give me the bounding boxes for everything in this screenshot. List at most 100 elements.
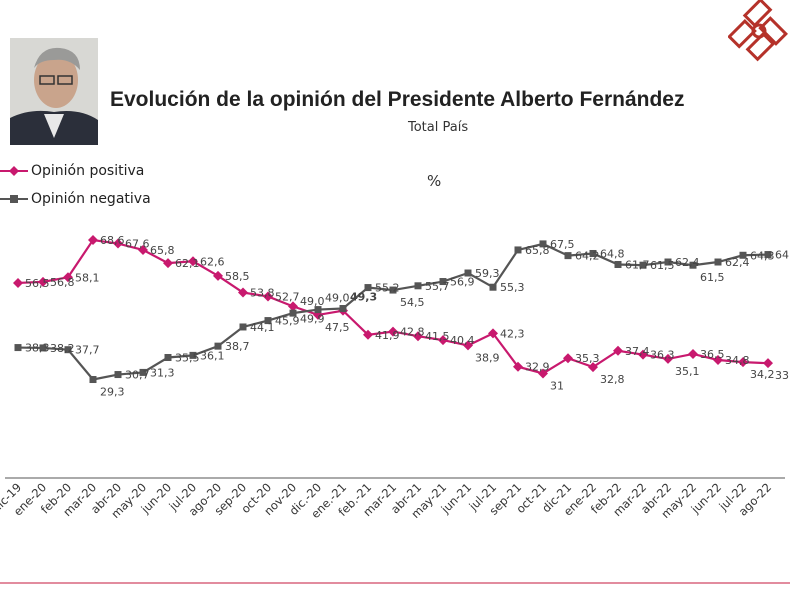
data-label-negative: 64 xyxy=(775,249,789,262)
x-tick-label: oct-21 xyxy=(513,480,549,516)
data-point-positive xyxy=(138,244,148,255)
data-label-positive: 56,8 xyxy=(50,276,75,289)
data-point-negative xyxy=(64,346,72,354)
data-label-negative: 56,9 xyxy=(450,276,475,289)
data-label-positive: 41,5 xyxy=(425,330,450,343)
data-point-positive xyxy=(663,353,673,364)
data-point-negative xyxy=(539,240,547,248)
legend-item-negative: Opinión negativa xyxy=(0,191,151,207)
data-point-positive xyxy=(338,305,348,316)
data-point-positive xyxy=(438,335,448,346)
data-label-positive: 41,9 xyxy=(375,329,400,342)
data-label-positive: 40,4 xyxy=(450,334,475,347)
data-label-positive: 32,9 xyxy=(525,361,550,374)
x-tick-label: feb-22 xyxy=(588,480,624,516)
chart-title: Evolución de la opinión del Presidente A… xyxy=(110,88,685,111)
data-point-negative xyxy=(39,344,47,352)
legend-negative-label: Opinión negativa xyxy=(31,191,151,207)
data-label-positive: 42,3 xyxy=(500,327,525,340)
data-point-negative xyxy=(639,261,647,269)
data-point-positive xyxy=(113,238,123,249)
legend-positive-marker-icon xyxy=(0,166,28,176)
data-point-negative xyxy=(189,351,197,359)
data-point-negative xyxy=(239,323,247,331)
data-point-negative xyxy=(339,305,347,313)
x-tick-label: jul-22 xyxy=(716,480,750,514)
data-label-negative: 59,3 xyxy=(475,267,500,280)
data-label-positive: 38,9 xyxy=(475,351,500,364)
data-label-negative: 36,1 xyxy=(200,349,225,362)
x-tick-label: may-21 xyxy=(408,480,449,521)
data-point-positive xyxy=(88,235,98,245)
x-tick-label: jun-20 xyxy=(138,480,174,516)
data-point-negative xyxy=(314,306,322,314)
data-label-positive: 58,5 xyxy=(225,270,250,283)
data-label-positive: 35,3 xyxy=(575,352,600,365)
data-label-positive: 62,6 xyxy=(200,255,225,268)
data-point-positive xyxy=(63,272,73,283)
x-tick-label: sep-20 xyxy=(212,480,250,518)
data-label-positive: 58,1 xyxy=(75,271,100,284)
x-tick-label: ago-22 xyxy=(736,480,774,518)
data-point-negative xyxy=(364,284,372,292)
data-point-negative xyxy=(214,342,222,350)
data-point-positive xyxy=(688,348,698,359)
data-label-negative: 35,5 xyxy=(175,352,200,365)
data-point-positive xyxy=(363,329,373,340)
data-point-negative xyxy=(464,269,472,277)
data-label-positive: 52,7 xyxy=(275,290,300,303)
data-point-positive xyxy=(513,361,523,372)
data-label-negative: 64,8 xyxy=(600,247,625,260)
data-label-positive: 42,8 xyxy=(400,326,425,339)
data-point-negative xyxy=(414,282,422,290)
data-label-positive: 35,1 xyxy=(675,365,700,378)
x-tick-label: ene-22 xyxy=(561,480,599,518)
data-point-negative xyxy=(689,261,697,269)
data-label-negative: 37,7 xyxy=(75,344,100,357)
data-label-negative: 44,1 xyxy=(250,321,275,334)
data-label-positive: 36,5 xyxy=(700,348,725,361)
data-point-positive xyxy=(613,345,623,356)
data-point-negative xyxy=(289,309,297,317)
logo xyxy=(728,0,788,62)
data-point-positive xyxy=(213,270,223,281)
x-tick-label: oct-20 xyxy=(238,480,274,516)
data-point-positive xyxy=(163,258,173,269)
data-point-positive xyxy=(713,354,723,365)
data-label-negative: 61,7 xyxy=(625,258,650,271)
data-point-positive xyxy=(763,358,773,369)
data-point-negative xyxy=(589,249,597,257)
data-label-negative: 64,3 xyxy=(750,249,775,262)
data-label-positive: 68,6 xyxy=(100,234,125,247)
data-label-negative: 67,5 xyxy=(550,238,575,251)
data-label-negative: 31,3 xyxy=(150,366,175,379)
x-tick-label: ene-20 xyxy=(11,480,49,518)
x-tick-label: jun-21 xyxy=(438,480,474,516)
x-tick-label: ene.-21 xyxy=(308,480,349,521)
data-label-negative: 62,4 xyxy=(725,256,750,269)
data-point-positive xyxy=(13,277,23,288)
data-point-positive xyxy=(413,331,423,342)
unit-label: % xyxy=(427,172,442,190)
data-label-positive: 34,2 xyxy=(750,368,775,381)
data-label-negative: 55,3 xyxy=(500,281,525,294)
data-point-positive xyxy=(588,362,598,373)
x-tick-label: feb.-21 xyxy=(335,480,374,519)
data-label-positive: 33 xyxy=(775,369,789,382)
x-tick-label: sep-21 xyxy=(487,480,525,518)
x-tick-label: may-22 xyxy=(658,480,699,521)
data-label-positive: 37,4 xyxy=(625,345,650,358)
x-tick-label: feb-20 xyxy=(38,480,74,516)
data-point-positive xyxy=(238,287,248,298)
data-point-negative xyxy=(489,283,497,291)
legend-negative-marker-icon xyxy=(0,195,28,203)
data-point-positive xyxy=(38,276,48,287)
data-point-positive xyxy=(313,309,323,320)
data-point-positive xyxy=(463,340,473,351)
x-tick-label: jul-21 xyxy=(466,480,500,514)
data-label-negative: 49,3 xyxy=(350,291,377,304)
data-point-negative xyxy=(139,368,147,376)
data-point-positive xyxy=(538,368,548,379)
data-point-negative xyxy=(389,286,397,294)
data-point-negative xyxy=(264,317,272,325)
